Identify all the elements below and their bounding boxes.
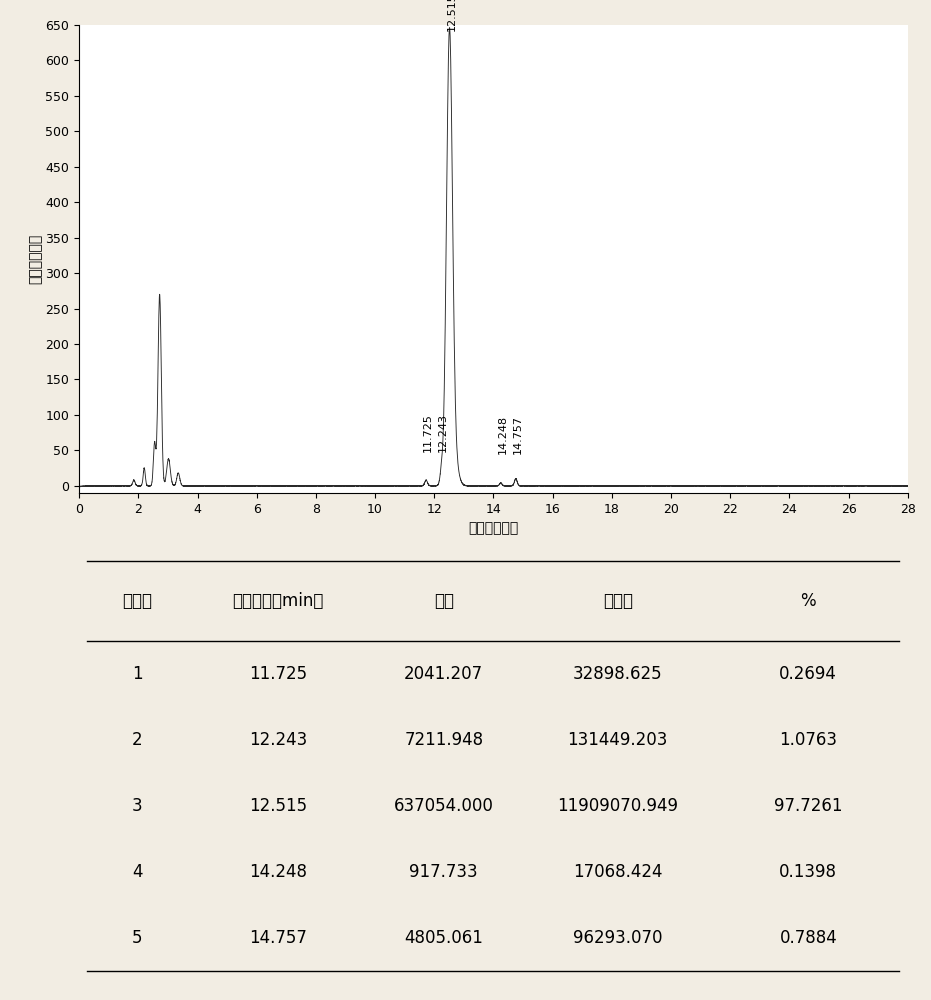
Text: 4: 4	[132, 863, 142, 881]
Text: 12.515: 12.515	[249, 797, 307, 815]
Text: 97.7261: 97.7261	[774, 797, 843, 815]
Text: 1.0763: 1.0763	[779, 731, 837, 749]
X-axis label: 时间（分钟）: 时间（分钟）	[468, 521, 519, 535]
Text: 2041.207: 2041.207	[404, 665, 483, 683]
Text: 14.757: 14.757	[250, 929, 307, 947]
Text: 0.7884: 0.7884	[779, 929, 837, 947]
Text: 12.243: 12.243	[439, 413, 448, 452]
Text: 2: 2	[132, 731, 142, 749]
Text: 1: 1	[132, 665, 142, 683]
Text: 12.243: 12.243	[249, 731, 307, 749]
Text: 12.515: 12.515	[447, 0, 457, 31]
Text: 7211.948: 7211.948	[404, 731, 483, 749]
Text: 4805.061: 4805.061	[404, 929, 483, 947]
Text: 保留时间（min）: 保留时间（min）	[233, 592, 324, 610]
Text: 14.757: 14.757	[513, 415, 522, 454]
Text: 32898.625: 32898.625	[573, 665, 663, 683]
Text: 11.725: 11.725	[249, 665, 307, 683]
Text: 峰高: 峰高	[434, 592, 453, 610]
Text: 131449.203: 131449.203	[568, 731, 668, 749]
Text: 11.725: 11.725	[423, 413, 433, 452]
Text: 14.248: 14.248	[497, 415, 507, 454]
Text: 0.1398: 0.1398	[779, 863, 837, 881]
Text: %: %	[801, 592, 816, 610]
Text: 3: 3	[132, 797, 142, 815]
Text: 14.248: 14.248	[249, 863, 307, 881]
Text: 峰编号: 峰编号	[122, 592, 152, 610]
Y-axis label: 电压（毫伏）: 电压（毫伏）	[29, 234, 43, 284]
Text: 917.733: 917.733	[410, 863, 478, 881]
Text: 11909070.949: 11909070.949	[558, 797, 678, 815]
Text: 5: 5	[132, 929, 142, 947]
Text: 峰面积: 峰面积	[602, 592, 633, 610]
Text: 0.2694: 0.2694	[779, 665, 837, 683]
Text: 637054.000: 637054.000	[394, 797, 493, 815]
Text: 17068.424: 17068.424	[573, 863, 663, 881]
Text: 96293.070: 96293.070	[573, 929, 663, 947]
